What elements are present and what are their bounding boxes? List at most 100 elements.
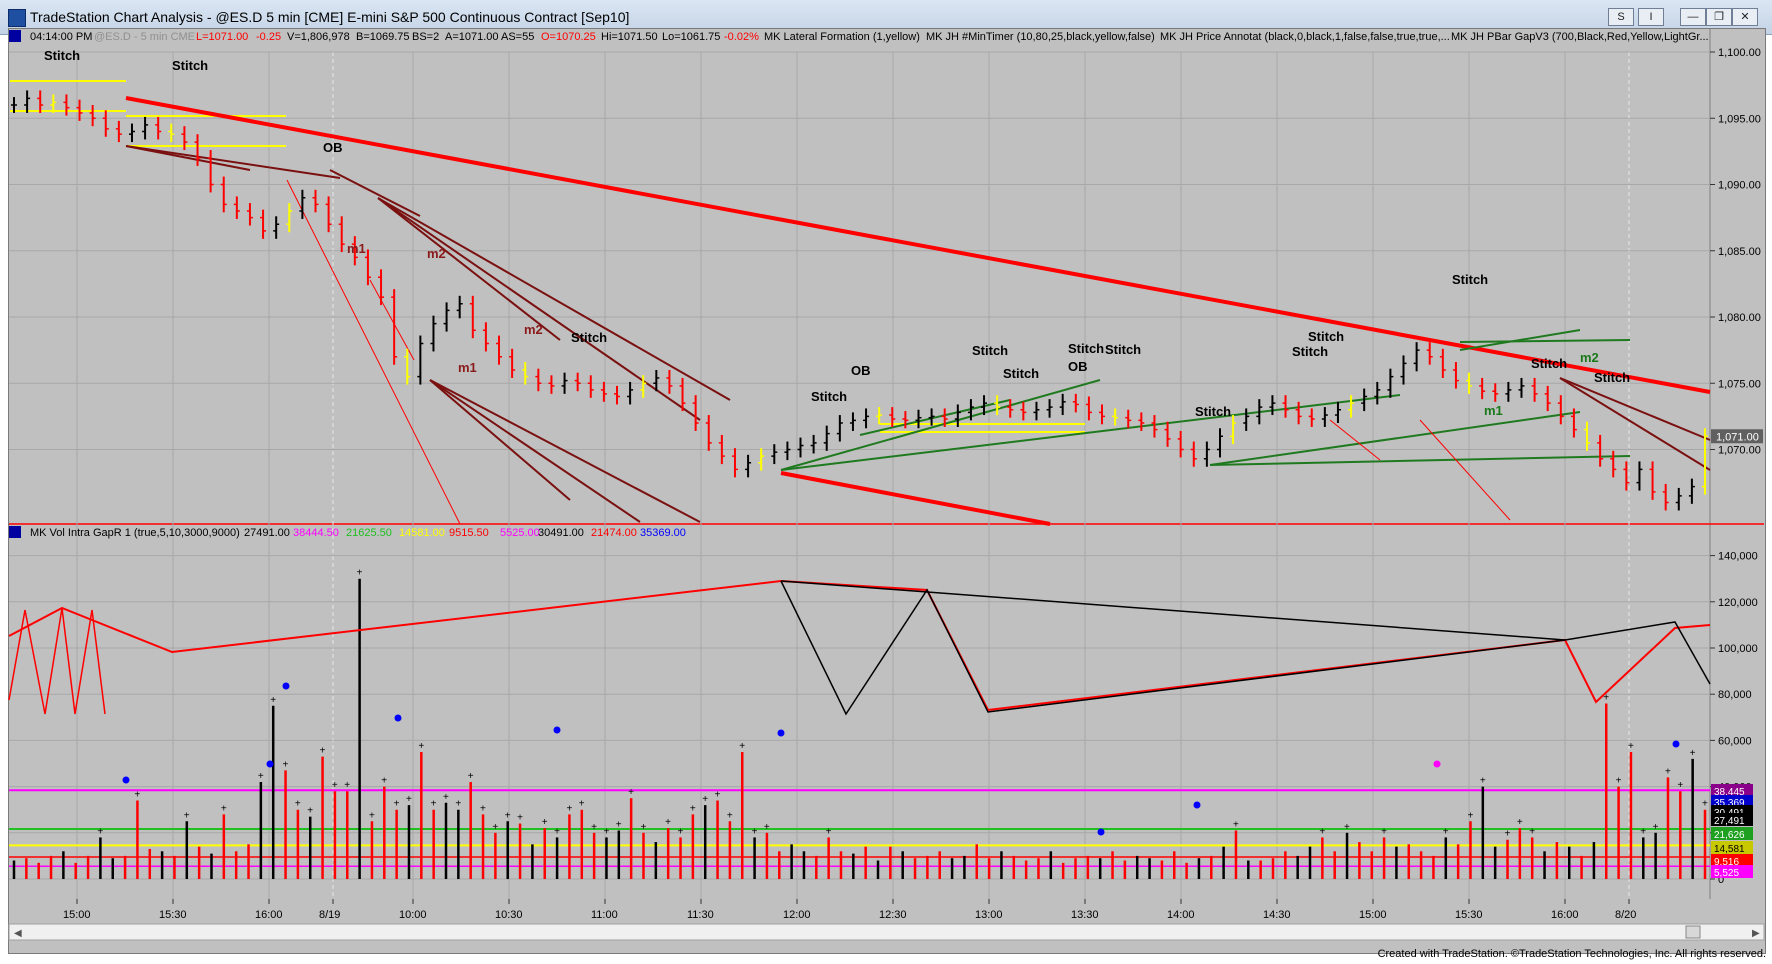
price-pane[interactable] bbox=[9, 29, 1710, 524]
chart-annotation-label: Stitch bbox=[972, 343, 1008, 358]
volume-signal-dot bbox=[1097, 828, 1105, 836]
volume-indicator-name[interactable]: MK Vol Intra GapR 1 (true,5,10,3000,9000… bbox=[30, 527, 240, 539]
volume-bar-marker: + bbox=[97, 826, 103, 837]
minimize-button[interactable]: — bbox=[1680, 8, 1706, 26]
volume-axis-marker-label: 35,369 bbox=[1714, 798, 1745, 809]
volume-chart: + + + + + + + + + + + + + + + + + + + + + + + + + + + + + + + + + + + + + + + +… bbox=[8, 568, 1711, 879]
volume-bar-marker: + bbox=[752, 826, 758, 837]
volume-axis-marker bbox=[1711, 795, 1753, 808]
volume-bar-marker: + bbox=[258, 771, 264, 782]
volume-bar-marker: + bbox=[640, 822, 646, 833]
volume-bar-marker: + bbox=[344, 780, 350, 791]
price-axis-label: 1,075.00 bbox=[1718, 378, 1761, 390]
last-price-marker bbox=[1711, 429, 1763, 444]
price-axis-label: 1,100.00 bbox=[1718, 47, 1761, 59]
volume-status-value: 30491.00 bbox=[538, 527, 584, 539]
volume-bar-marker: + bbox=[542, 817, 548, 828]
time-axis-label: 8/19 bbox=[319, 909, 340, 921]
volume-pane-handle-icon[interactable] bbox=[9, 526, 21, 538]
channel-line bbox=[377, 197, 701, 421]
time-axis-label: 11:00 bbox=[591, 909, 618, 921]
channel-line bbox=[429, 379, 701, 523]
chart-annotation-label: OB bbox=[851, 363, 871, 378]
price-axis-label: 1,070.00 bbox=[1718, 445, 1761, 457]
chart-annotation-label: OB bbox=[1068, 359, 1088, 374]
volume-bar-marker: + bbox=[332, 780, 338, 791]
volume-bar-marker: + bbox=[1381, 826, 1387, 837]
indicator-price-annotat[interactable]: MK JH Price Annotat (black,0,black,1,fal… bbox=[1160, 31, 1450, 43]
scrollbar-thumb[interactable] bbox=[1685, 925, 1701, 939]
volume-signal-dot bbox=[777, 729, 785, 737]
volume-bar-marker: + bbox=[702, 794, 708, 805]
volume-bar-marker: + bbox=[492, 822, 498, 833]
volume-bar-marker: + bbox=[1467, 810, 1473, 821]
indicator-pbar-gap[interactable]: MK JH PBar GapV3 (700,Black,Red,Yellow,L… bbox=[1451, 31, 1709, 43]
volume-axis-label: 140,000 bbox=[1718, 551, 1758, 563]
volume-axis-marker bbox=[1711, 865, 1753, 878]
chart-annotation-label: m2 bbox=[1580, 350, 1599, 365]
volume-axis-marker-label: 21,626 bbox=[1714, 830, 1745, 841]
volume-signal-dot bbox=[122, 776, 130, 784]
time-axis-label: 16:00 bbox=[1551, 909, 1579, 921]
volume-bar-marker: + bbox=[381, 776, 387, 787]
volume-rate-line-black bbox=[780, 580, 1566, 641]
interval-link-button[interactable]: I bbox=[1638, 8, 1664, 26]
price-axis: 1,100.00 1,095.00 1,090.00 1,085.00 1,080.00… bbox=[1710, 47, 1763, 457]
status-high: Hi=1071.50 bbox=[601, 31, 658, 43]
volume-axis-marker bbox=[1711, 841, 1753, 854]
volume-bar-marker: + bbox=[418, 741, 424, 752]
chart-annotation-label: m1 bbox=[458, 360, 477, 375]
volume-axis-marker-label: 9,516 bbox=[1714, 857, 1739, 868]
volume-axis-marker-label: 14,581 bbox=[1714, 844, 1745, 855]
status-low: Lo=1061.75 bbox=[662, 31, 720, 43]
volume-bar-marker: + bbox=[616, 819, 622, 830]
symbol-link-button[interactable]: S bbox=[1608, 8, 1634, 26]
time-axis-label: 16:00 bbox=[255, 909, 283, 921]
volume-signal-dot bbox=[553, 726, 561, 734]
price-pane-handle-icon[interactable] bbox=[9, 30, 21, 42]
status-bid: B=1069.75 bbox=[356, 31, 410, 43]
volume-bar-marker: + bbox=[554, 826, 560, 837]
horizontal-scrollbar[interactable] bbox=[8, 923, 1765, 941]
volume-axis-label: 80,000 bbox=[1718, 689, 1752, 701]
scroll-right-icon[interactable]: ▶ bbox=[1752, 928, 1760, 939]
last-price-marker-label: 1,071.00 bbox=[1716, 431, 1759, 443]
chart-annotation-label: Stitch bbox=[1531, 356, 1567, 371]
price-axis-strip[interactable] bbox=[1710, 29, 1764, 899]
channel-line bbox=[1559, 377, 1711, 471]
lower-trendline bbox=[780, 471, 1051, 526]
indicator-lateral-formation[interactable]: MK Lateral Formation (1,yellow) bbox=[764, 31, 920, 43]
volume-bar-marker: + bbox=[369, 810, 375, 821]
scroll-left-icon[interactable]: ◀ bbox=[14, 928, 22, 939]
indicator-min-timer[interactable]: MK JH #MinTimer (10,80,25,black,yellow,f… bbox=[926, 31, 1155, 43]
close-button[interactable]: ✕ bbox=[1732, 8, 1758, 26]
time-axis-label: 14:30 bbox=[1263, 909, 1291, 921]
tradestation-app-icon bbox=[8, 9, 26, 27]
volume-signal-dot bbox=[1433, 760, 1441, 768]
chart-annotation-label: m1 bbox=[1484, 403, 1503, 418]
volume-pane[interactable] bbox=[9, 524, 1710, 899]
chart-annotation-label: m2 bbox=[524, 322, 543, 337]
volume-bar-marker: + bbox=[1702, 799, 1708, 810]
channel-line bbox=[429, 379, 641, 523]
volume-status-value: 21474.00 bbox=[591, 527, 637, 539]
channel-line bbox=[377, 197, 561, 341]
volume-bar-marker: + bbox=[1319, 826, 1325, 837]
time-axis-label: 12:30 bbox=[879, 909, 907, 921]
channel-line bbox=[329, 169, 421, 217]
price-chart bbox=[10, 80, 1711, 526]
support-line bbox=[1209, 411, 1581, 466]
volume-rate-line-black bbox=[780, 580, 1711, 716]
chart-annotation-label: Stitch bbox=[1195, 404, 1231, 419]
time-axis-label: 13:00 bbox=[975, 909, 1003, 921]
volume-bar-marker: + bbox=[1690, 748, 1696, 759]
volume-axis-label: 60,000 bbox=[1718, 735, 1752, 747]
volume-bar-marker: + bbox=[406, 794, 412, 805]
channel-line bbox=[377, 197, 731, 401]
support-line bbox=[1209, 455, 1631, 466]
volume-bar-marker: + bbox=[566, 803, 572, 814]
status-pct: -0.02% bbox=[724, 31, 759, 43]
volume-status-values: 27491.00 38444.50 21625.50 14581.00 9515.50 5… bbox=[244, 527, 686, 539]
volume-bar-marker: + bbox=[431, 799, 437, 810]
maximize-button[interactable]: ❐ bbox=[1706, 8, 1732, 26]
